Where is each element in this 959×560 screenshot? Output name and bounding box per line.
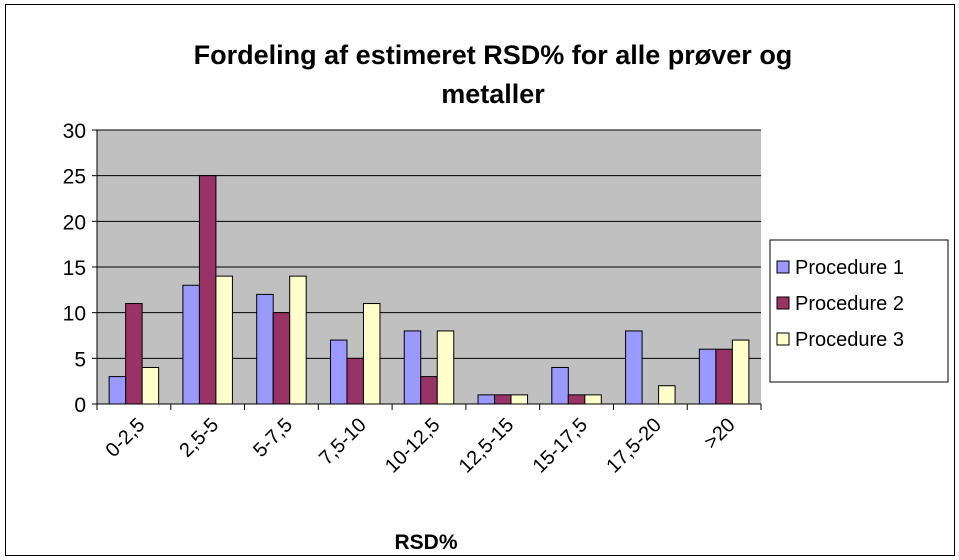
bar-procedure-3-0	[141, 366, 160, 405]
bar-procedure-1-3	[329, 339, 348, 405]
legend-swatch	[776, 332, 790, 346]
bar-procedure-2-3	[346, 357, 364, 405]
x-tick-label: 12,5-15	[455, 414, 519, 478]
y-tick-label: 20	[63, 211, 86, 234]
x-tick-label: 17,5-20	[602, 414, 666, 478]
bar-procedure-2-0	[125, 303, 143, 405]
legend-swatch	[776, 260, 790, 274]
x-axis-label: RSD%	[394, 531, 457, 554]
y-tick-label: 5	[74, 348, 86, 371]
bar-procedure-3-2	[289, 275, 307, 405]
bar-procedure-1-0	[108, 376, 127, 405]
y-tick-label: 25	[63, 166, 86, 189]
y-tick-label: 15	[63, 257, 86, 280]
x-tick-label: 15-17,5	[529, 414, 593, 478]
bar-procedure-3-6	[584, 394, 602, 405]
bar-procedure-2-8	[715, 348, 733, 405]
x-tick-label: 0-2,5	[102, 414, 150, 462]
y-tick-label: 30	[63, 120, 86, 143]
bar-procedure-1-4	[403, 330, 422, 405]
bar-procedure-1-8	[698, 348, 717, 405]
bar-procedure-1-2	[256, 293, 274, 405]
bar-procedure-3-5	[510, 394, 529, 405]
legend-label: Procedure 1	[795, 257, 904, 279]
legend-swatch	[776, 296, 790, 310]
x-tick-label: >20	[700, 414, 740, 454]
x-tick-label: 10-12,5	[381, 414, 445, 478]
legend-box	[769, 239, 949, 383]
bar-procedure-2-5	[494, 394, 512, 405]
x-tick-label: 2,5-5	[175, 414, 223, 462]
legend: Procedure 1 Procedure 2 Procedure 3	[769, 239, 949, 383]
y-tick-label: 0	[74, 394, 86, 417]
bar-procedure-3-1	[215, 275, 233, 405]
bar-procedure-3-3	[362, 303, 381, 405]
legend-label: Procedure 2	[795, 293, 904, 315]
chart-title-line-2: metaller	[441, 79, 545, 109]
x-tick-label: 7,5-10	[315, 414, 371, 470]
bar-procedure-2-1	[198, 175, 217, 405]
bar-procedure-1-5	[477, 394, 496, 405]
bar-procedure-3-4	[436, 330, 455, 405]
chart-title-line-1: Fordeling af estimeret RSD% for alle prø…	[194, 40, 793, 70]
bar-procedure-2-6	[567, 394, 586, 405]
bar-procedure-3-8	[731, 339, 750, 405]
legend-label: Procedure 3	[795, 329, 904, 351]
bar-procedure-1-1	[182, 284, 200, 405]
bar-procedure-3-7	[658, 385, 676, 405]
bar-procedure-1-7	[625, 330, 643, 405]
bar-procedure-1-6	[551, 366, 569, 405]
bar-procedure-2-2	[272, 312, 291, 405]
bar-procedure-2-4	[420, 376, 438, 405]
y-tick-label: 10	[63, 303, 86, 326]
x-tick-label: 5-7,5	[249, 414, 297, 462]
